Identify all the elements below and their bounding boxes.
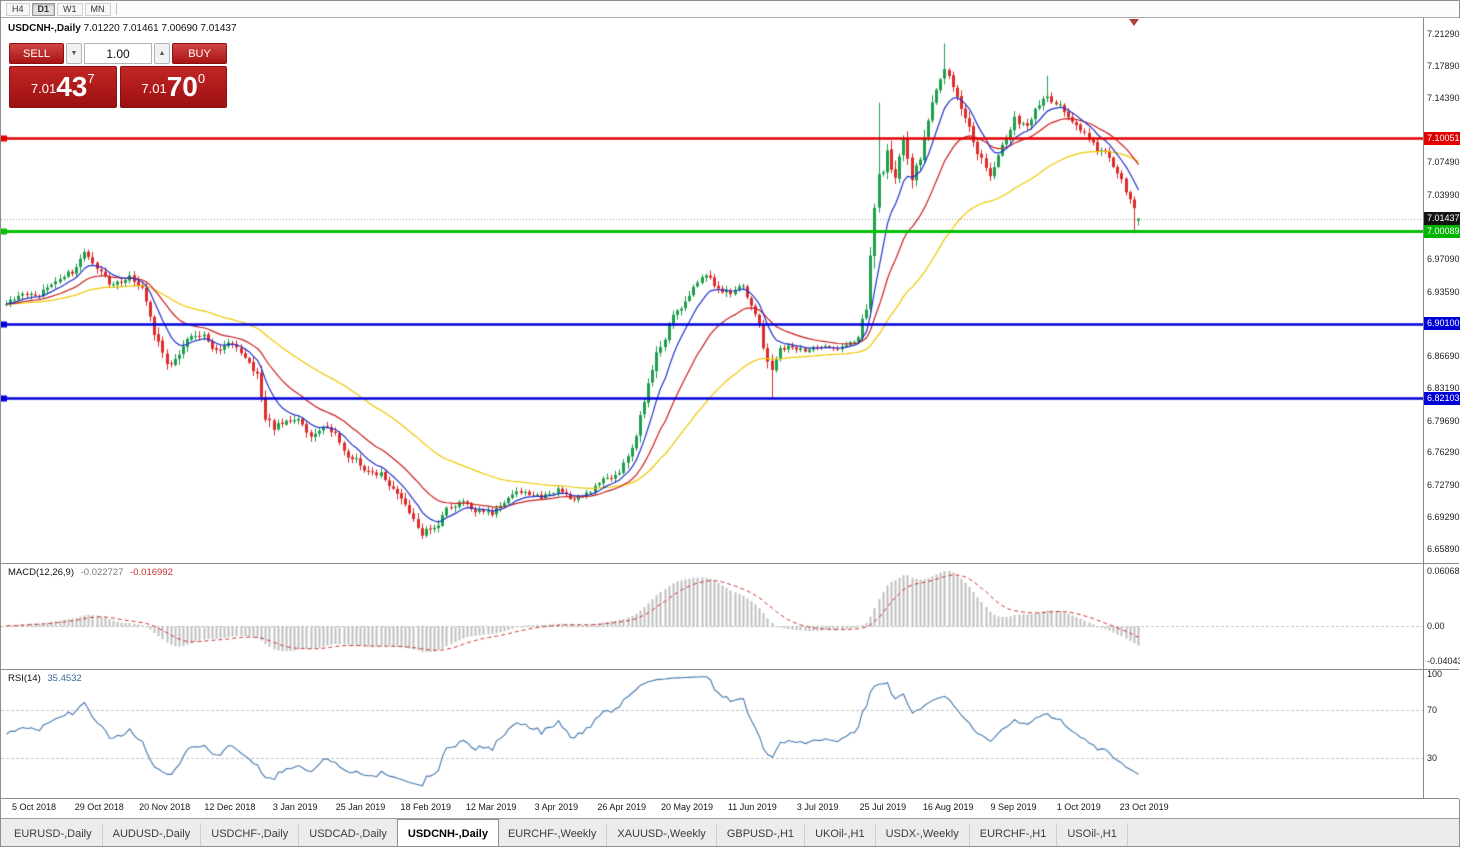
rsi-axis-label: 30 (1427, 753, 1438, 763)
timeframe-button-h4[interactable]: H4 (6, 2, 30, 16)
date-axis-label: 9 Sep 2019 (990, 802, 1037, 812)
toolbar-separator (115, 3, 117, 15)
price-axis-badge-support-line: 7.00089 (1424, 224, 1460, 238)
date-axis-label: 3 Jan 2019 (272, 802, 318, 812)
date-axis-label: 11 Jun 2019 (727, 802, 777, 812)
tab-usdcnh-daily[interactable]: USDCNH-,Daily (396, 819, 499, 846)
date-axis-label: 23 Oct 2019 (1119, 802, 1169, 812)
rsi-axis-label: 70 (1427, 705, 1438, 715)
chart-symbol-label: USDCNH-,Daily (8, 23, 81, 34)
date-axis-label: 25 Jan 2019 (335, 802, 386, 812)
date-axis-label: 5 Oct 2018 (11, 802, 57, 812)
date-axis-label: 16 Aug 2019 (922, 802, 974, 812)
buy-price-display[interactable]: 7.01 70 0 (119, 66, 227, 108)
date-axis-label: 3 Jul 2019 (796, 802, 839, 812)
tab-audusd-daily[interactable]: AUDUSD-,Daily (103, 823, 202, 846)
tab-eurchf-h1[interactable]: EURCHF-,H1 (970, 823, 1058, 846)
macd-signal-value: -0.016992 (130, 567, 173, 578)
price-axis-badge-current-price: 7.01437 (1424, 212, 1460, 226)
tab-usdchf-daily[interactable]: USDCHF-,Daily (201, 823, 300, 846)
tab-gbpusd-h1[interactable]: GBPUSD-,H1 (717, 823, 806, 846)
price-axis-badge-resistance-line: 7.10051 (1424, 131, 1460, 145)
chart-ohlc-label: 7.01220 7.01461 7.00690 7.01437 (83, 23, 237, 34)
price-axis-tick: 6.72790 (1427, 479, 1460, 490)
sell-button[interactable]: SELL (9, 43, 64, 64)
buy-button[interactable]: BUY (172, 43, 227, 64)
timeframe-button-d1[interactable]: D1 (31, 2, 56, 16)
timeframe-toolbar: H4 D1 W1 MN (1, 1, 1459, 18)
date-axis-label: 29 Oct 2018 (74, 802, 124, 812)
tab-xauusd-weekly[interactable]: XAUUSD-,Weekly (607, 823, 717, 846)
date-axis-label: 20 May 2019 (660, 802, 714, 812)
date-axis-label: 12 Dec 2018 (204, 802, 256, 812)
time-axis-separator (1, 798, 1459, 799)
macd-main-value: -0.022727 (80, 567, 124, 578)
price-axis-tick: 6.65890 (1427, 544, 1460, 554)
chart-title: USDCNH-,Daily 7.01220 7.01461 7.00690 7.… (8, 23, 237, 34)
rsi-axis-label: 100 (1427, 669, 1443, 679)
macd-header: MACD(12,26,9) -0.022727 -0.016992 (8, 567, 173, 578)
price-axis-badge-support-line-2: 6.90100 (1424, 317, 1460, 331)
rsi-panel-separator[interactable] (1, 669, 1459, 670)
price-chart-canvas[interactable] (1, 18, 1423, 563)
tab-usdx-weekly[interactable]: USDX-,Weekly (876, 823, 970, 846)
macd-indicator-canvas[interactable] (1, 564, 1423, 669)
price-axis-badge-support-line-3: 6.82103 (1424, 391, 1460, 405)
macd-panel-separator[interactable] (1, 563, 1459, 564)
time-axis[interactable]: 5 Oct 2018 29 Oct 2018 20 Nov 2018 12 Dec 2… (1, 799, 1423, 819)
sell-price-big: 43 (56, 71, 88, 102)
macd-axis-label: -0.04043 (1427, 656, 1460, 666)
timeframe-button-w1[interactable]: W1 (57, 2, 83, 16)
chart-tab-bar: EURUSD-,Daily AUDUSD-,Daily USDCHF-,Daily U… (1, 818, 1459, 846)
timeframe-button-mn[interactable]: MN (84, 2, 111, 16)
tab-ukoil-h1[interactable]: UKOil-,H1 (805, 823, 876, 846)
price-axis[interactable]: 7.21290 7.17890 7.14390 7.07490 7.03990 6.970… (1423, 18, 1460, 799)
macd-axis-label: 0.06068 (1427, 566, 1460, 576)
price-axis-tick: 7.21290 (1427, 29, 1460, 39)
buy-price-big: 70 (166, 71, 198, 102)
price-axis-tick: 6.79690 (1427, 415, 1460, 426)
rsi-indicator-canvas[interactable] (1, 670, 1423, 798)
price-axis-tick: 6.86690 (1427, 350, 1460, 361)
rsi-title-label: RSI(14) (8, 673, 41, 684)
buy-price-prefix: 7.01 (141, 81, 167, 96)
price-axis-tick: 6.76290 (1427, 447, 1460, 458)
price-axis-tick: 6.83190 (1427, 383, 1460, 394)
sell-price-display[interactable]: 7.01 43 7 (9, 66, 117, 108)
price-axis-tick: 6.93590 (1427, 286, 1460, 297)
price-axis-tick: 7.03990 (1427, 189, 1460, 200)
price-axis-tick: 7.17890 (1427, 60, 1460, 71)
date-axis-label: 25 Jul 2019 (859, 802, 907, 812)
sell-price-prefix: 7.01 (30, 81, 57, 96)
macd-title-label: MACD(12,26,9) (8, 567, 74, 578)
tab-eurusd-daily[interactable]: EURUSD-,Daily (4, 823, 103, 846)
tab-eurchf-weekly[interactable]: EURCHF-,Weekly (498, 823, 608, 846)
tab-usoil-h1[interactable]: USOil-,H1 (1057, 823, 1128, 846)
date-axis-label: 20 Nov 2018 (139, 802, 191, 812)
rsi-header: RSI(14) 35.4532 (8, 673, 82, 684)
date-axis-label: 18 Feb 2019 (400, 802, 452, 812)
sell-price-pip: 7 (87, 71, 95, 86)
price-axis-tick: 7.07490 (1427, 157, 1460, 168)
date-axis-label: 12 Mar 2019 (465, 802, 517, 812)
price-axis-tick: 7.14390 (1427, 93, 1460, 104)
timeframe-button-group: H4 D1 W1 MN (6, 2, 111, 16)
volume-decrease-button[interactable]: ▼ (66, 43, 82, 64)
rsi-value: 35.4532 (47, 673, 82, 684)
buy-price-pip: 0 (197, 71, 206, 86)
volume-increase-button[interactable]: ▲ (154, 43, 170, 64)
chart-shift-marker-icon (1129, 19, 1139, 26)
date-axis-label: 1 Oct 2019 (1056, 802, 1101, 812)
volume-input[interactable] (84, 43, 152, 64)
macd-axis-label: 0.00 (1427, 620, 1445, 631)
price-axis-tick: 6.69290 (1427, 512, 1460, 523)
date-axis-label: 3 Apr 2019 (534, 802, 579, 812)
date-axis-label: 26 Apr 2019 (597, 802, 646, 812)
tab-usdcad-daily[interactable]: USDCAD-,Daily (299, 823, 398, 846)
price-axis-tick: 6.97090 (1427, 253, 1460, 264)
